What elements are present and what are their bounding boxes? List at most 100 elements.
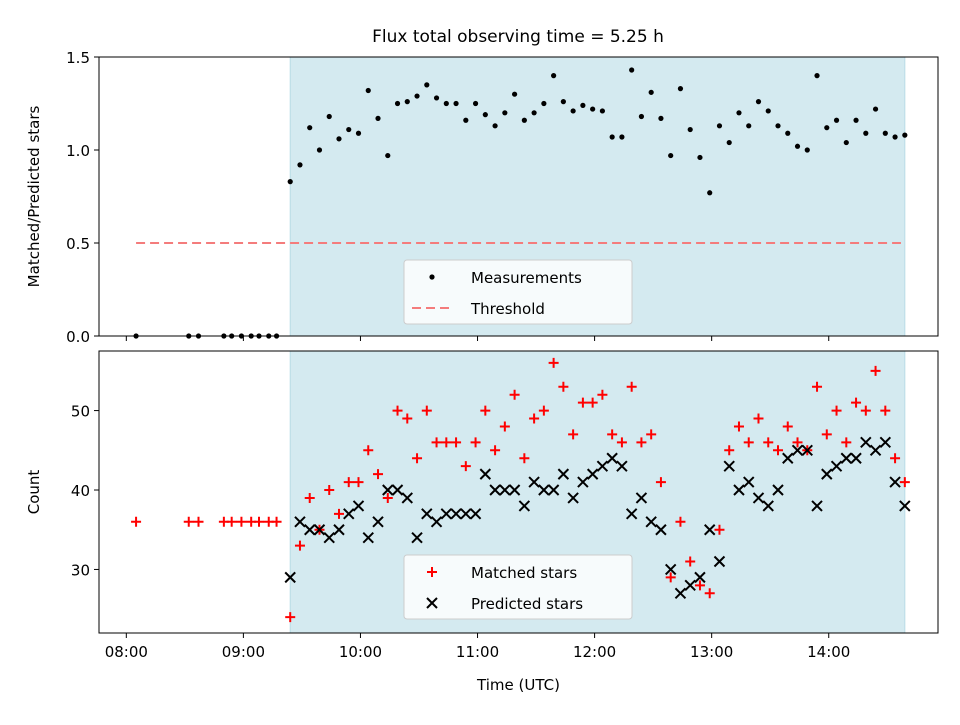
predicted-star-point	[391, 484, 404, 496]
matched-star-point	[733, 421, 744, 432]
measurement-point	[609, 134, 615, 140]
predicted-star-point	[596, 460, 609, 472]
matched-star-point	[743, 437, 754, 448]
predicted-star-point	[577, 476, 589, 488]
measurement-point	[697, 154, 703, 161]
matched-star-point	[899, 477, 910, 488]
measurement-point	[599, 108, 606, 114]
matched-star-point	[568, 429, 579, 440]
matched-star-point	[841, 437, 852, 448]
measurement-point	[307, 125, 313, 131]
matched-star-point	[343, 477, 354, 488]
matched-star-point	[193, 516, 204, 527]
predicted-star-point	[489, 484, 501, 496]
measurement-point	[882, 130, 888, 136]
matched-star-point	[655, 477, 666, 488]
predicted-star-point	[743, 476, 755, 488]
predicted-star-point	[899, 500, 911, 512]
matched-star-point	[441, 437, 452, 448]
matched-star-point	[685, 556, 696, 567]
measurement-point	[394, 100, 401, 107]
matched-star-point	[131, 516, 142, 527]
predicted-star-point	[635, 492, 648, 504]
matched-star-point	[626, 381, 637, 392]
matched-star-point	[616, 437, 627, 448]
measurement-point	[687, 126, 693, 133]
legend-marker-measurements	[429, 274, 435, 280]
predicted-star-point	[752, 492, 765, 504]
top-panel: 0.0 0.5 1.0 1.5 Matched/Predicted stars Measu…	[25, 49, 939, 346]
y-tick-label: 0.5	[66, 235, 90, 253]
matched-star-point	[529, 413, 540, 424]
measurement-point	[463, 117, 469, 123]
measurement-point	[872, 106, 879, 112]
predicted-star-point	[840, 452, 853, 464]
legend-marker-matched	[427, 567, 437, 577]
measurement-point	[765, 108, 771, 114]
legend-label: Matched stars	[471, 564, 577, 582]
measurement-point	[511, 91, 518, 97]
predicted-star-point	[499, 484, 511, 496]
legend-label: Predicted stars	[471, 595, 583, 613]
predicted-star-point	[791, 444, 804, 457]
matched-star-point	[724, 445, 735, 456]
measurement-point	[472, 100, 479, 107]
matched-star-point	[353, 477, 364, 488]
matched-star-point	[382, 492, 393, 503]
measurement-point	[521, 117, 527, 123]
measurement-point	[902, 132, 908, 138]
y-axis-label: Count	[25, 470, 43, 515]
matched-star-point	[812, 381, 823, 392]
matched-star-point	[402, 413, 413, 424]
matched-star-point	[480, 405, 491, 416]
legend-box	[403, 259, 633, 325]
measurement-point	[336, 136, 342, 142]
matched-star-point	[607, 429, 618, 440]
legend-label: Threshold	[470, 300, 545, 318]
y-tick-label: 40	[71, 482, 90, 500]
measurement-point	[502, 110, 508, 116]
predicted-star-point	[889, 476, 901, 488]
matched-star-point	[333, 508, 344, 519]
matched-star-point	[470, 437, 481, 448]
predicted-star-point	[723, 460, 735, 472]
predicted-star-point	[430, 516, 443, 528]
matched-star-point	[636, 437, 647, 448]
measurement-point	[716, 123, 723, 129]
measurement-point	[404, 99, 410, 105]
measurement-point	[755, 99, 762, 105]
measurement-point	[375, 115, 381, 121]
measurement-point	[531, 110, 537, 116]
predicted-star-point	[704, 524, 716, 536]
measurement-point	[355, 130, 362, 136]
predicted-star-point	[860, 436, 872, 449]
predicted-star-point	[450, 508, 462, 520]
predicted-star-point	[352, 500, 365, 512]
matched-star-point	[782, 421, 793, 432]
measurement-point	[541, 100, 547, 107]
measurement-point	[551, 73, 557, 79]
matched-star-point	[226, 516, 237, 527]
matched-star-point	[285, 612, 296, 623]
matched-star-point	[412, 453, 423, 464]
matched-star-point	[538, 405, 549, 416]
matched-star-point	[851, 397, 862, 408]
predicted-star-point	[421, 508, 433, 520]
axes-frame	[98, 56, 939, 337]
matched-star-point	[294, 540, 305, 551]
y-tick-label: 0.0	[66, 328, 90, 346]
predicted-star-point	[625, 508, 638, 520]
matched-star-point	[431, 437, 442, 448]
predicted-star-point	[333, 524, 345, 536]
predicted-star-point	[313, 524, 326, 536]
legend-label: Measurements	[471, 269, 582, 287]
matched-star-point	[880, 405, 891, 416]
measurement-point	[824, 125, 830, 131]
predicted-star-point	[586, 468, 599, 480]
measurement-point	[892, 134, 898, 140]
predicted-star-point	[508, 484, 521, 496]
predicted-star-point	[733, 484, 745, 496]
predicted-star-point	[518, 500, 531, 512]
legend-marker-predicted	[426, 597, 438, 609]
